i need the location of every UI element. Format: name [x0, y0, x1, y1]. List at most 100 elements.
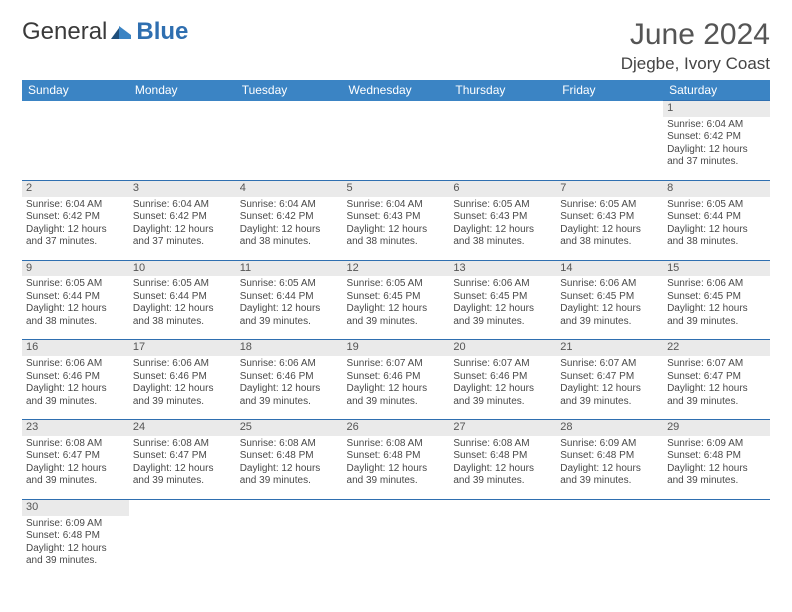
day1-text: Daylight: 12 hours	[560, 463, 659, 476]
day2-text: and 39 minutes.	[347, 316, 446, 329]
day2-text: and 38 minutes.	[133, 316, 232, 329]
day-cell: Sunrise: 6:08 AMSunset: 6:48 PMDaylight:…	[236, 436, 343, 500]
sunset-text: Sunset: 6:44 PM	[26, 291, 125, 304]
content-row: Sunrise: 6:09 AMSunset: 6:48 PMDaylight:…	[22, 516, 770, 579]
day1-text: Daylight: 12 hours	[347, 383, 446, 396]
day-cell: Sunrise: 6:05 AMSunset: 6:43 PMDaylight:…	[449, 197, 556, 261]
sunrise-text: Sunrise: 6:06 AM	[667, 278, 766, 291]
day2-text: and 39 minutes.	[453, 316, 552, 329]
day-number: 6	[449, 180, 556, 196]
sunset-text: Sunset: 6:43 PM	[453, 211, 552, 224]
day-number: 27	[449, 420, 556, 436]
dayheader-sat: Saturday	[663, 80, 770, 101]
day-cell	[129, 516, 236, 579]
content-row: Sunrise: 6:04 AMSunset: 6:42 PMDaylight:…	[22, 197, 770, 261]
day-cell: Sunrise: 6:07 AMSunset: 6:47 PMDaylight:…	[663, 356, 770, 420]
day-cell	[556, 117, 663, 181]
daynum-row: 16171819202122	[22, 340, 770, 356]
sunset-text: Sunset: 6:45 PM	[560, 291, 659, 304]
day-number: 13	[449, 260, 556, 276]
day2-text: and 38 minutes.	[453, 236, 552, 249]
sunset-text: Sunset: 6:43 PM	[560, 211, 659, 224]
sunrise-text: Sunrise: 6:06 AM	[240, 358, 339, 371]
day-number: 25	[236, 420, 343, 436]
day-cell: Sunrise: 6:06 AMSunset: 6:45 PMDaylight:…	[556, 276, 663, 340]
day-header-row: Sunday Monday Tuesday Wednesday Thursday…	[22, 80, 770, 101]
day-cell	[556, 516, 663, 579]
day-cell: Sunrise: 6:05 AMSunset: 6:45 PMDaylight:…	[343, 276, 450, 340]
day-number: 26	[343, 420, 450, 436]
day2-text: and 39 minutes.	[453, 475, 552, 488]
day-number	[343, 499, 450, 515]
day-cell	[343, 117, 450, 181]
day1-text: Daylight: 12 hours	[26, 303, 125, 316]
day-number: 19	[343, 340, 450, 356]
day1-text: Daylight: 12 hours	[667, 144, 766, 157]
day-cell: Sunrise: 6:06 AMSunset: 6:46 PMDaylight:…	[129, 356, 236, 420]
content-row: Sunrise: 6:08 AM Sunset: 6:47 PM Daylight:…	[22, 436, 770, 500]
sunset-text: Sunset: 6:42 PM	[667, 131, 766, 144]
day1-text: Daylight: 12 hours	[667, 303, 766, 316]
day-number: 3	[129, 180, 236, 196]
day2-text: and 39 minutes.	[133, 475, 232, 488]
dayheader-mon: Monday	[129, 80, 236, 101]
sunset-text: Sunset: 6:46 PM	[347, 371, 446, 384]
day-cell: Sunrise: 6:08 AMSunset: 6:47 PMDaylight:…	[22, 436, 129, 500]
sunset-text: Sunset: 6:47 PM	[133, 450, 232, 463]
dayheader-tue: Tuesday	[236, 80, 343, 101]
day2-text: and 39 minutes.	[453, 396, 552, 409]
day2-text: and 38 minutes.	[26, 316, 125, 329]
daynum-row: 30	[22, 499, 770, 515]
day2-text: and 37 minutes.	[133, 236, 232, 249]
sunrise-text: Sunrise: 6:06 AM	[26, 358, 125, 371]
day-number	[663, 499, 770, 515]
sunrise-text: Sunrise: 6:05 AM	[26, 278, 125, 291]
day1-text: Daylight: 12 hours	[133, 224, 232, 237]
sunrise-text: Sunrise: 6:05 AM	[667, 199, 766, 212]
location: Djegbe, Ivory Coast	[621, 54, 770, 74]
sunset-text: Sunset: 6:45 PM	[347, 291, 446, 304]
day-cell: Sunrise: 6:08 AMSunset: 6:47 PMDaylight:…	[129, 436, 236, 500]
day2-text: and 38 minutes.	[347, 236, 446, 249]
day-number: 29	[663, 420, 770, 436]
content-row: Sunrise: 6:05 AMSunset: 6:44 PMDaylight:…	[22, 276, 770, 340]
day-number: 2	[22, 180, 129, 196]
day-number: 8	[663, 180, 770, 196]
day-number: 1	[663, 101, 770, 117]
day1-text: Daylight: 12 hours	[453, 383, 552, 396]
sunrise-text: Sunrise: 6:08 AM	[26, 438, 125, 451]
sunrise-text: Sunrise: 6:05 AM	[240, 278, 339, 291]
calendar-table: Sunday Monday Tuesday Wednesday Thursday…	[22, 80, 770, 579]
logo-text-general: General	[22, 18, 107, 46]
sunset-text: Sunset: 6:48 PM	[560, 450, 659, 463]
day-cell	[449, 516, 556, 579]
day2-text: and 39 minutes.	[240, 316, 339, 329]
sunset-text: Sunset: 6:43 PM	[347, 211, 446, 224]
sunrise-text: Sunrise: 6:06 AM	[560, 278, 659, 291]
day-number: 20	[449, 340, 556, 356]
sunset-text: Sunset: 6:48 PM	[453, 450, 552, 463]
day1-text: Daylight: 12 hours	[240, 383, 339, 396]
day-cell	[343, 516, 450, 579]
sunset-text: Sunset: 6:48 PM	[240, 450, 339, 463]
day-number: 18	[236, 340, 343, 356]
sunrise-text: Sunrise: 6:07 AM	[347, 358, 446, 371]
sunset-text: Sunset: 6:47 PM	[667, 371, 766, 384]
day-cell: Sunrise: 6:06 AMSunset: 6:46 PMDaylight:…	[22, 356, 129, 420]
day1-text: Daylight: 12 hours	[560, 224, 659, 237]
sunrise-text: Sunrise: 6:08 AM	[240, 438, 339, 451]
day-number	[22, 101, 129, 117]
day-cell: Sunrise: 6:09 AMSunset: 6:48 PMDaylight:…	[663, 436, 770, 500]
day1-text: Daylight: 12 hours	[453, 463, 552, 476]
day-number	[556, 499, 663, 515]
header: General Blue June 2024 Djegbe, Ivory Coa…	[22, 18, 770, 80]
sunset-text: Sunset: 6:48 PM	[667, 450, 766, 463]
sunrise-text: Sunrise: 6:06 AM	[133, 358, 232, 371]
day-number: 10	[129, 260, 236, 276]
day-cell: Sunrise: 6:07 AMSunset: 6:47 PMDaylight:…	[556, 356, 663, 420]
day1-text: Daylight: 12 hours	[26, 383, 125, 396]
day-number: 16	[22, 340, 129, 356]
sunset-text: Sunset: 6:44 PM	[133, 291, 232, 304]
day2-text: and 39 minutes.	[667, 475, 766, 488]
day-cell: Sunrise: 6:04 AMSunset: 6:42 PMDaylight:…	[22, 197, 129, 261]
